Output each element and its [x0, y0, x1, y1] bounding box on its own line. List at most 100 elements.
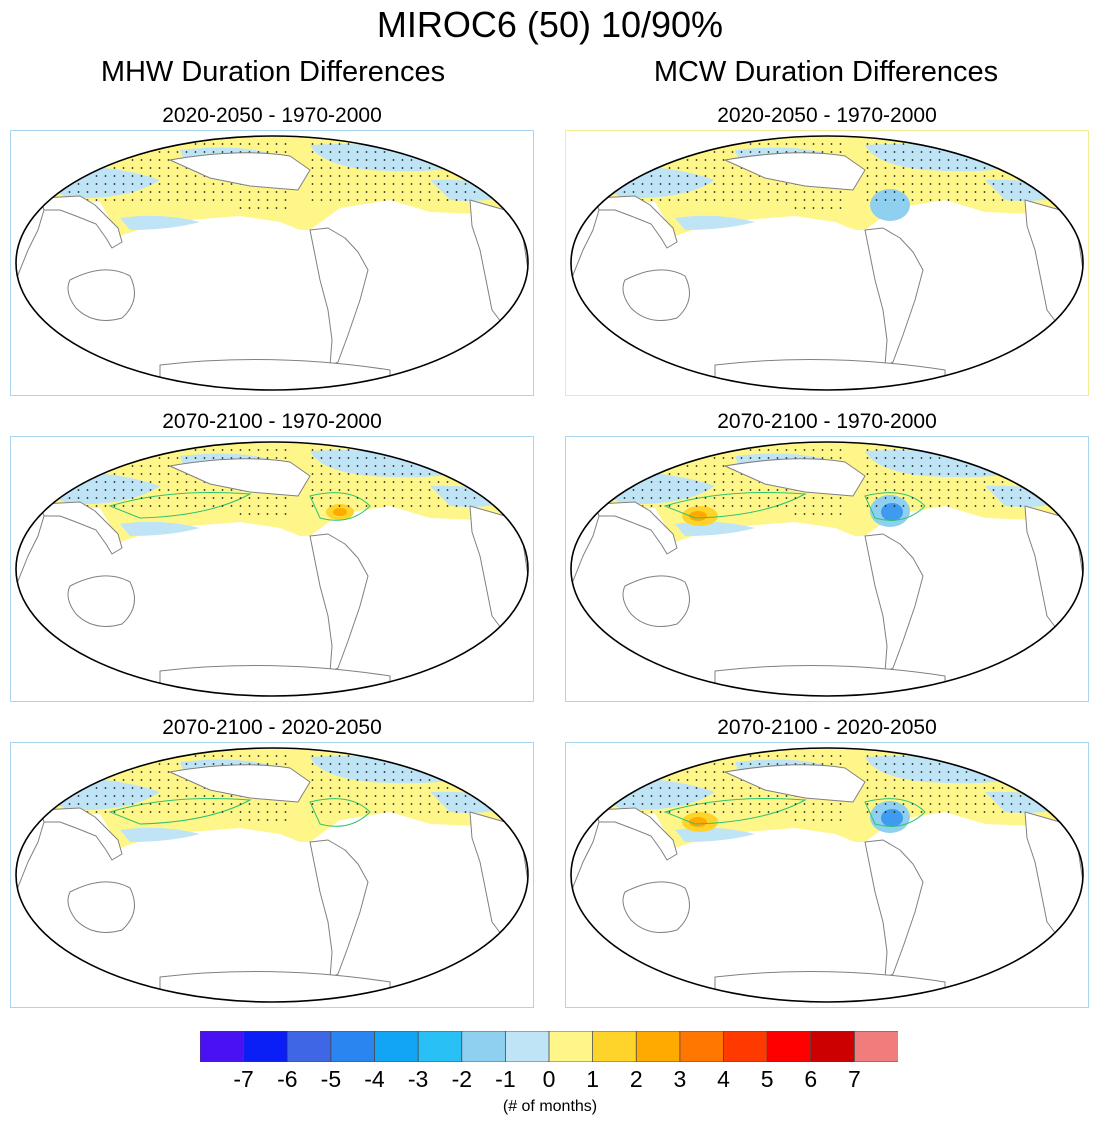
cooling-anomaly — [870, 189, 910, 221]
map-data — [571, 136, 1083, 390]
column-title-mcw: MCW Duration Differences — [653, 56, 999, 88]
landmass-antarctica-outline — [714, 359, 946, 390]
globe-outline — [570, 747, 1084, 1003]
colorbar-swatch — [461, 1030, 507, 1063]
colorbar-tick-label: -4 — [364, 1066, 385, 1092]
globe-outline — [15, 747, 529, 1003]
landmass-antarctica-outline — [714, 971, 946, 1002]
landmass-australia-outline — [67, 269, 135, 321]
significance-contour — [309, 492, 371, 521]
colorbar-swatch — [374, 1030, 420, 1063]
colorbar-tick-label: 3 — [673, 1066, 687, 1092]
significance-contour — [864, 492, 926, 521]
map-panel-mcw-near — [565, 130, 1089, 396]
colorbar-tick-label: 0 — [542, 1066, 556, 1092]
colorbar-swatch — [199, 1030, 245, 1063]
colorbar-swatch — [635, 1030, 681, 1063]
cooling-patch — [120, 827, 200, 842]
map-data — [16, 442, 528, 696]
colorbar-tick-label: 5 — [760, 1066, 774, 1092]
cooling-patch — [120, 215, 200, 230]
colorbar-tick-label: -3 — [407, 1066, 429, 1092]
colorbar-swatch — [592, 1030, 638, 1063]
warming-anomaly-core — [333, 508, 347, 516]
colorbar — [199, 1030, 899, 1063]
map-data — [16, 748, 528, 1002]
landmass-australia-outline — [622, 881, 690, 933]
panel-frame — [565, 742, 1089, 1008]
landmass-africa-east-outline — [1024, 199, 1083, 327]
significance-stippling — [623, 449, 1031, 515]
panel-title-mcw-late: 2070-2100 - 2020-2050 — [717, 716, 937, 739]
landmass-australia-outline — [622, 575, 690, 627]
colorbar-swatch — [723, 1030, 769, 1063]
landmass-north-america-outline — [724, 764, 866, 803]
map-data — [571, 748, 1083, 1002]
map-data — [571, 442, 1083, 696]
landmass-asia-outline — [39, 501, 123, 555]
significance-contour — [864, 798, 926, 827]
landmass-south-america-outline — [864, 533, 924, 673]
map-panel-mhw-near — [10, 130, 534, 396]
globe-outline — [15, 441, 529, 697]
colorbar-swatch — [679, 1030, 725, 1063]
colorbar-tick-label: -2 — [451, 1066, 473, 1092]
significance-contour — [108, 492, 252, 519]
panel-title-mhw-near: 2020-2050 - 1970-2000 — [162, 104, 382, 127]
map-panel-mhw-late — [10, 742, 534, 1008]
globe-outline — [15, 135, 529, 391]
panel-title-mhw-far: 2070-2100 - 1970-2000 — [162, 410, 382, 433]
landmass-africa-east-outline — [469, 505, 528, 633]
landmass-asia-outline — [594, 501, 678, 555]
panel-frame — [10, 742, 534, 1008]
column-title-mhw: MHW Duration Differences — [100, 56, 446, 88]
colorbar-tick-label: 7 — [847, 1066, 861, 1092]
warming-anomaly-core — [689, 817, 707, 827]
map-panel-mhw-far — [10, 436, 534, 702]
landmass-africa-east-outline — [1024, 505, 1083, 633]
colorbar-swatch — [243, 1030, 289, 1063]
map-panel-mcw-far — [565, 436, 1089, 702]
colorbar-tick-label: 1 — [586, 1066, 599, 1092]
landmass-antarctica-outline — [159, 665, 391, 696]
map-panel-mcw-late — [565, 742, 1089, 1008]
colorbar-units: (# of months) — [502, 1098, 598, 1115]
landmass-africa-east-outline — [1024, 811, 1083, 939]
cooling-anomaly-core — [881, 809, 903, 827]
landmass-africa-east-outline — [469, 199, 528, 327]
landmass-africa-east-outline — [469, 811, 528, 939]
landmass-south-america-outline — [309, 227, 369, 367]
panel-title-mcw-far: 2070-2100 - 1970-2000 — [717, 410, 937, 433]
landmass-north-america-outline — [724, 458, 866, 497]
landmass-antarctica-outline — [714, 665, 946, 696]
cooling-patch — [120, 521, 200, 536]
panel-frame — [565, 130, 1089, 396]
panel-frame — [10, 130, 534, 396]
landmass-south-america-outline — [864, 227, 924, 367]
colorbar-tick-label: -6 — [277, 1066, 298, 1092]
colorbar-swatch — [330, 1030, 376, 1063]
landmass-antarctica-outline — [159, 971, 391, 1002]
cooling-anomaly-core — [881, 503, 903, 521]
colorbar-tick-label: -5 — [320, 1066, 342, 1092]
globe-outline — [570, 135, 1084, 391]
significance-contour — [663, 492, 807, 519]
globe-outline — [570, 441, 1084, 697]
colorbar-swatch — [766, 1030, 812, 1063]
significance-contour — [108, 798, 252, 825]
panel-title-mcw-near: 2020-2050 - 1970-2000 — [717, 104, 937, 127]
landmass-north-america-outline — [169, 764, 311, 803]
colorbar-tick-label: -1 — [495, 1066, 516, 1092]
landmass-north-america-outline — [169, 458, 311, 497]
landmass-south-america-outline — [309, 533, 369, 673]
landmass-south-america-outline — [309, 839, 369, 979]
landmass-australia-outline — [622, 269, 690, 321]
colorbar-tick-label: 4 — [717, 1066, 730, 1092]
panel-frame — [565, 436, 1089, 702]
panel-title-mhw-late: 2070-2100 - 2020-2050 — [162, 716, 382, 739]
colorbar-swatch — [504, 1030, 550, 1063]
landmass-australia-outline — [67, 881, 135, 933]
cooling-patch — [675, 215, 755, 230]
significance-contour — [663, 798, 807, 825]
landmass-north-america-outline — [724, 152, 866, 191]
